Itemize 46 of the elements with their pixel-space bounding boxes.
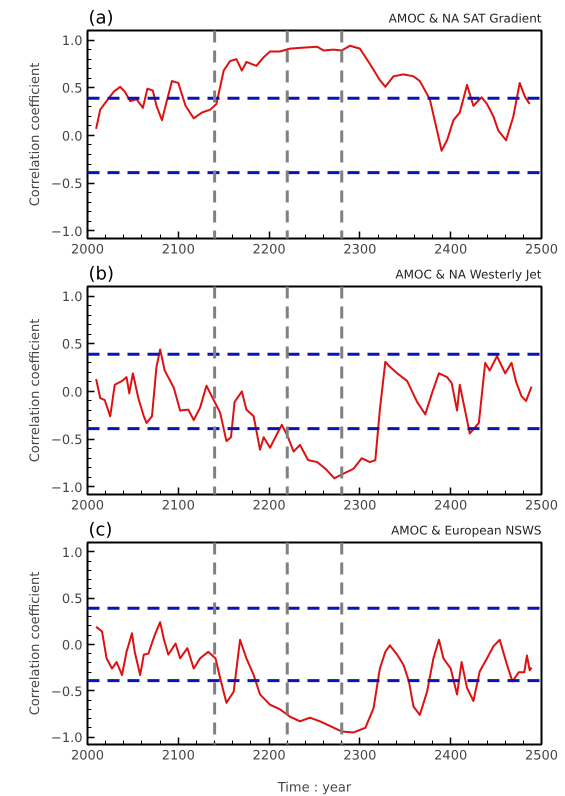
y-tick-label: 0.0 xyxy=(62,638,83,654)
x-tick-label: 2200 xyxy=(252,748,286,764)
x-tick-label: 2300 xyxy=(343,498,376,514)
y-tick-label: 1.0 xyxy=(62,34,83,50)
y-tick-label: 0.5 xyxy=(62,592,83,608)
x-tick-label: 2000 xyxy=(70,242,104,258)
text: (b) xyxy=(88,264,114,284)
y-tick-label: 0.5 xyxy=(62,338,83,353)
y-tick-label: −0.5 xyxy=(50,684,83,700)
chart-title: AMOC & NA SAT Gradient xyxy=(388,12,542,26)
x-tick-label: 2500 xyxy=(524,242,558,258)
line-series xyxy=(95,44,531,152)
y-tick-label: −0.5 xyxy=(50,177,83,192)
text: (a) xyxy=(88,8,114,28)
x-tick-label: 2400 xyxy=(434,242,468,258)
y-tick-label: 0.0 xyxy=(62,385,83,400)
x-tick-label: 2100 xyxy=(162,498,195,514)
y-tick-label: 1.0 xyxy=(62,290,83,306)
x-tick-label: 2100 xyxy=(162,748,195,764)
line-series xyxy=(95,348,533,480)
y-tick-label: −0.5 xyxy=(50,433,83,448)
chart-title: AMOC & European NSWS xyxy=(391,524,542,538)
x-tick-label: 2400 xyxy=(434,748,468,764)
y-axis-title: Correlation coefficient xyxy=(28,572,43,716)
x-tick-label: 2000 xyxy=(70,498,104,514)
x-tick-label: 2500 xyxy=(524,748,558,764)
x-tick-label: 2200 xyxy=(252,498,286,514)
y-tick-label: 0.5 xyxy=(62,82,83,97)
y-tick-label: 0.0 xyxy=(62,129,83,144)
line-series xyxy=(95,621,533,734)
y-tick-label: −1.0 xyxy=(50,480,83,496)
y-axis-title: Correlation coefficient xyxy=(28,62,43,206)
x-tick-label: 2300 xyxy=(343,242,376,258)
x-tick-label: 2200 xyxy=(252,242,286,258)
x-tick-label: 2400 xyxy=(434,498,468,514)
y-tick-label: −1.0 xyxy=(50,731,83,746)
x-axis-title: Time : year xyxy=(276,780,352,796)
y-tick-label: −1.0 xyxy=(50,224,83,240)
chart-title: AMOC & NA Westerly Jet xyxy=(395,268,542,282)
x-tick-label: 2300 xyxy=(343,748,376,764)
x-tick-label: 2500 xyxy=(524,498,558,514)
x-tick-label: 2000 xyxy=(70,748,104,764)
x-tick-label: 2100 xyxy=(162,242,195,258)
y-tick-label: 1.0 xyxy=(62,546,83,561)
y-axis-title: Correlation coefficient xyxy=(28,318,43,462)
text: (c) xyxy=(88,520,112,540)
